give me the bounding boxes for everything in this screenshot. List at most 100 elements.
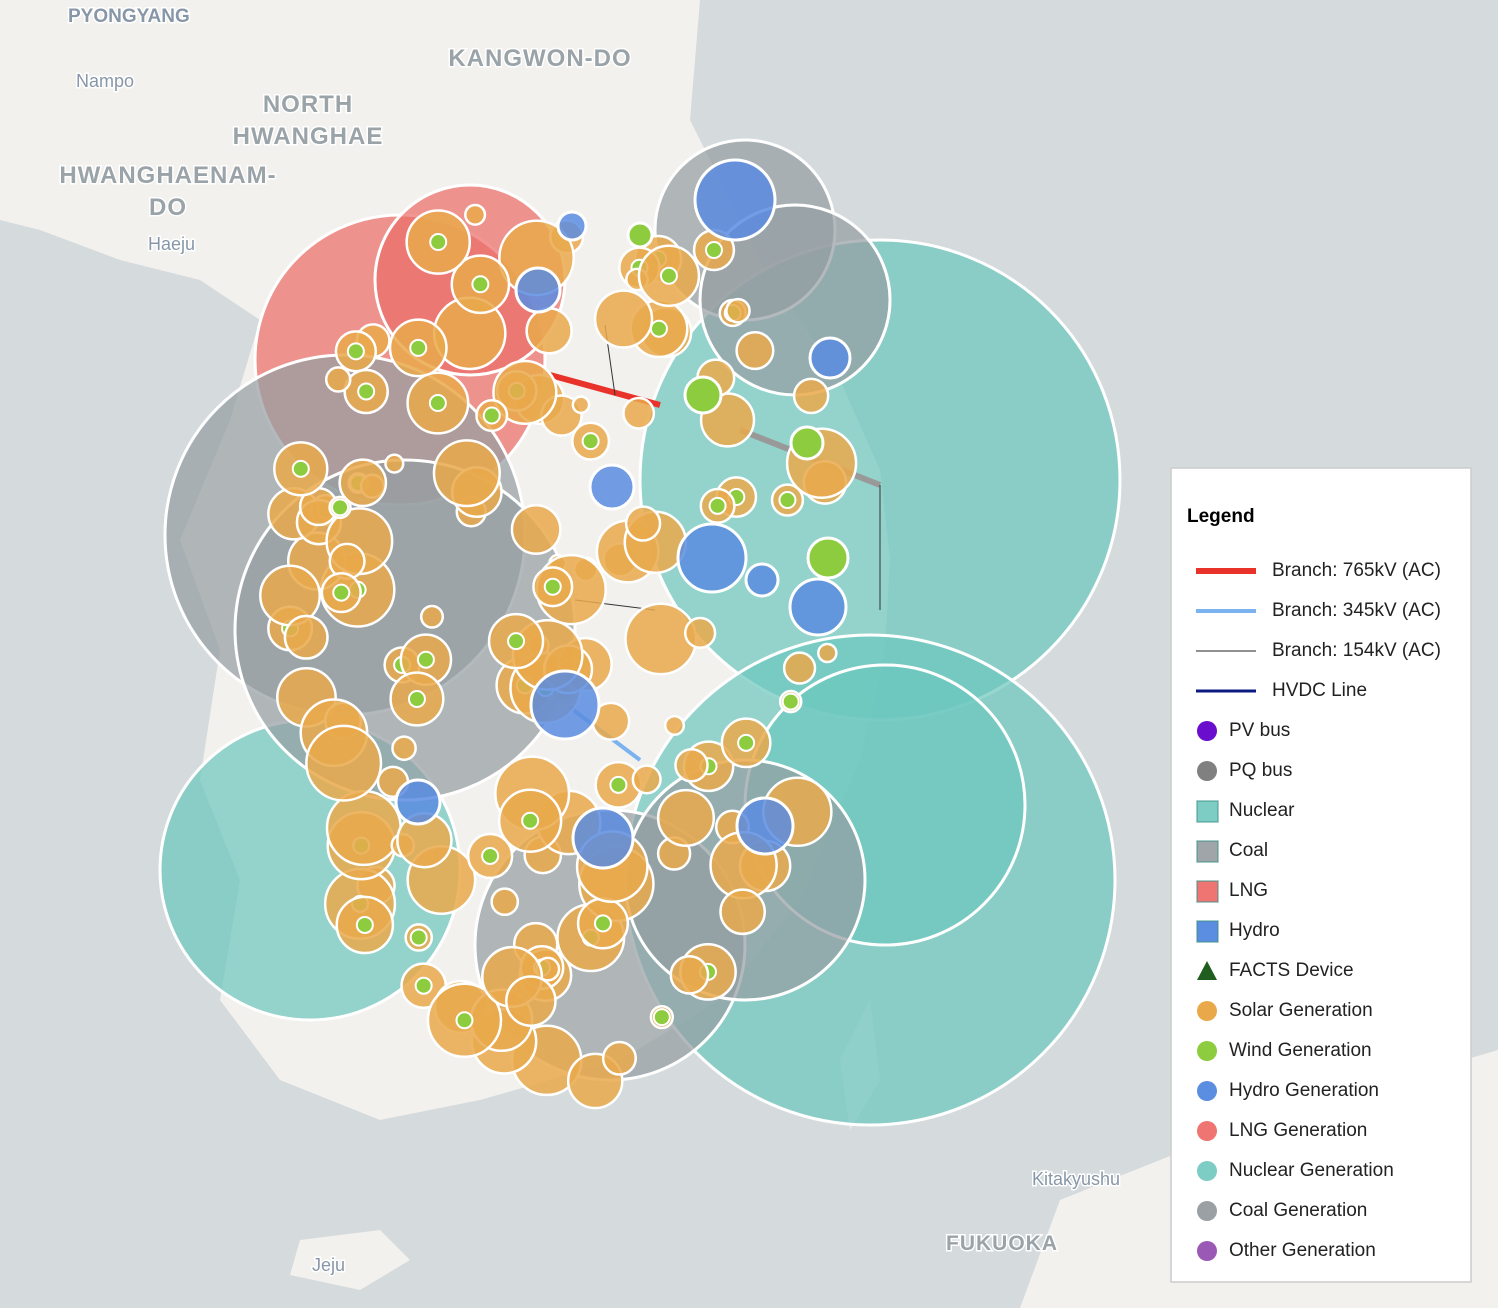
legend-label: Branch: 345kV (AC) bbox=[1272, 600, 1441, 621]
jeju-island bbox=[290, 1230, 410, 1290]
wind-circle bbox=[409, 928, 428, 947]
solar-circle bbox=[283, 614, 329, 660]
wind-circle bbox=[428, 394, 447, 413]
legend-symbol bbox=[1197, 1041, 1217, 1061]
wind-circle bbox=[737, 733, 756, 752]
hydro-circle bbox=[394, 778, 442, 826]
map-label: PYONGYANG bbox=[68, 6, 190, 27]
wind-circle bbox=[778, 491, 797, 510]
legend-symbol bbox=[1197, 1081, 1217, 1101]
solar-circle bbox=[492, 359, 558, 426]
wind-circle bbox=[704, 241, 723, 260]
solar-circle bbox=[338, 458, 388, 508]
legend-symbol bbox=[1197, 961, 1217, 980]
wind-circle bbox=[626, 221, 654, 249]
legend-label: HVDC Line bbox=[1272, 680, 1367, 701]
legend-label: Wind Generation bbox=[1229, 1040, 1372, 1061]
wind-circle bbox=[521, 811, 540, 830]
wind-circle bbox=[806, 536, 850, 580]
solar-circle bbox=[622, 396, 656, 430]
legend-symbol bbox=[1197, 761, 1217, 781]
map-label: NORTH bbox=[263, 91, 353, 118]
wind-circle bbox=[357, 382, 376, 401]
wind-circle bbox=[482, 406, 501, 425]
legend-label: PV bus bbox=[1229, 720, 1290, 741]
wind-circle bbox=[507, 632, 526, 651]
map-label: Nampo bbox=[76, 71, 134, 91]
solar-circle bbox=[817, 642, 838, 664]
map-label: DO bbox=[149, 194, 187, 221]
solar-circle bbox=[792, 377, 830, 415]
legend: Legend Branch: 765kV (AC) Branch: 345kV (… bbox=[1170, 467, 1472, 1283]
solar-circle bbox=[525, 307, 573, 355]
legend-label: Solar Generation bbox=[1229, 1000, 1373, 1021]
wind-circle bbox=[481, 846, 500, 865]
map-label: HWANGHAENAM- bbox=[59, 162, 276, 189]
legend-symbol bbox=[1197, 1201, 1217, 1221]
legend-label: Other Generation bbox=[1229, 1240, 1376, 1261]
legend-symbol bbox=[1197, 721, 1217, 741]
solar-circle bbox=[656, 788, 716, 848]
wind-circle bbox=[543, 577, 562, 596]
legend-title: Legend bbox=[1187, 506, 1255, 527]
map-label: FUKUOKA bbox=[946, 1232, 1058, 1255]
solar-circle bbox=[571, 395, 591, 415]
map-label: Jeju bbox=[312, 1255, 345, 1275]
wind-circle bbox=[416, 650, 435, 669]
wind-circle bbox=[331, 498, 350, 517]
solar-circle bbox=[782, 651, 817, 685]
solar-circle bbox=[384, 453, 405, 474]
wind-circle bbox=[429, 233, 448, 252]
solar-circle bbox=[324, 366, 352, 393]
solar-circle bbox=[719, 888, 767, 936]
network-layers bbox=[158, 138, 1122, 1127]
hydro-circle bbox=[571, 806, 635, 870]
legend-label: Coal bbox=[1229, 840, 1268, 861]
legend-label: Hydro Generation bbox=[1229, 1080, 1379, 1101]
solar-circle bbox=[669, 954, 710, 995]
map-label: Kitakyushu bbox=[1032, 1169, 1120, 1189]
legend-symbol bbox=[1197, 1241, 1217, 1261]
hydro-circle bbox=[588, 463, 636, 511]
legend-label: Branch: 154kV (AC) bbox=[1272, 640, 1441, 661]
legend-symbol bbox=[1197, 1161, 1217, 1181]
map-label: Haeju bbox=[148, 234, 195, 254]
solar-circle bbox=[432, 439, 501, 508]
wind-circle bbox=[581, 432, 600, 451]
wind-circle bbox=[414, 976, 433, 995]
solar-circle bbox=[490, 887, 520, 917]
legend-label: Nuclear Generation bbox=[1229, 1160, 1394, 1181]
wind-circle bbox=[781, 692, 800, 711]
wind-circle bbox=[659, 266, 678, 285]
solar-circle bbox=[735, 330, 775, 371]
wind-circle bbox=[409, 338, 428, 357]
solar-circle bbox=[663, 714, 686, 737]
wind-circle bbox=[407, 690, 426, 709]
hydro-circle bbox=[676, 522, 748, 594]
wind-circle bbox=[683, 375, 723, 415]
hydro-circle bbox=[788, 577, 848, 637]
wind-circle bbox=[455, 1011, 474, 1030]
solar-circle bbox=[624, 505, 662, 542]
wind-circle bbox=[291, 459, 310, 478]
solar-circle bbox=[593, 289, 654, 349]
wind-circle bbox=[652, 1008, 671, 1027]
wind-circle bbox=[332, 583, 351, 602]
legend-label: Hydro bbox=[1229, 920, 1280, 941]
solar-circle bbox=[674, 747, 709, 783]
solar-circle bbox=[325, 789, 402, 867]
map-label: KANGWON-DO bbox=[448, 45, 631, 72]
wind-circle bbox=[649, 319, 668, 338]
solar-circle bbox=[510, 504, 562, 555]
wind-circle bbox=[346, 342, 365, 361]
legend-box bbox=[1170, 467, 1472, 1283]
legend-symbol bbox=[1196, 800, 1219, 823]
legend-label: Branch: 765kV (AC) bbox=[1272, 560, 1441, 581]
legend-symbol bbox=[1196, 880, 1219, 903]
wind-circle bbox=[593, 914, 612, 933]
hydro-circle bbox=[808, 336, 852, 380]
legend-symbol bbox=[1197, 1121, 1217, 1141]
legend-label: LNG bbox=[1229, 880, 1268, 901]
